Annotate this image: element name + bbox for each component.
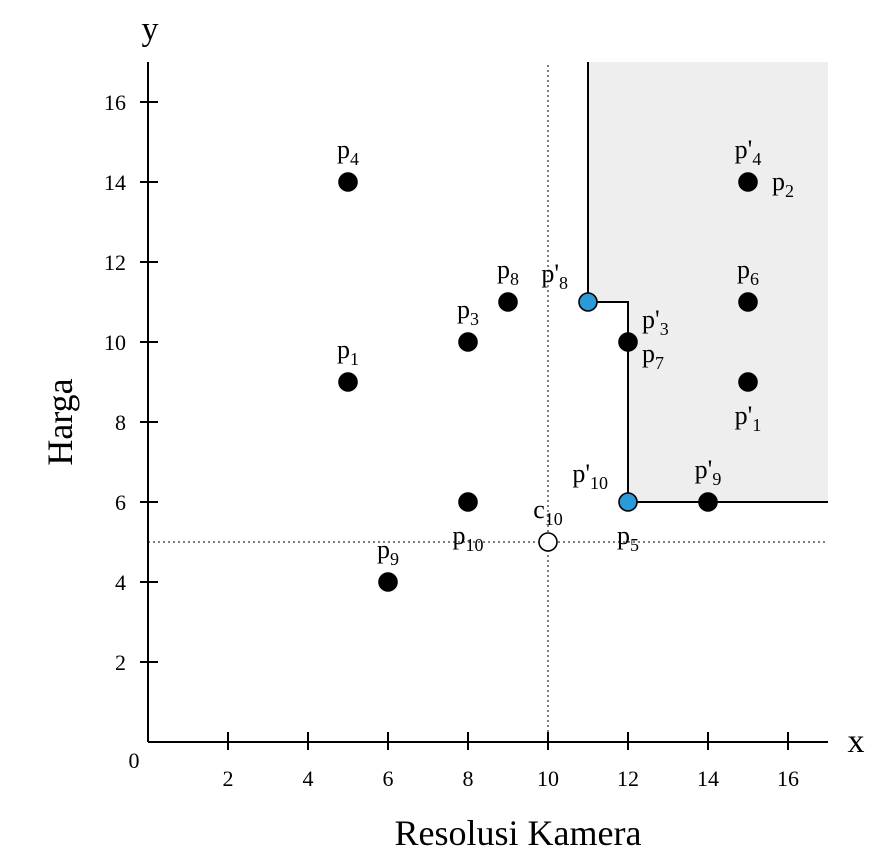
x-tick-label: 2: [223, 766, 234, 791]
point-label: p9: [377, 535, 399, 569]
point-label: p'3: [642, 305, 669, 339]
dominance-fill: [588, 62, 828, 502]
x-tick-label: 6: [383, 766, 394, 791]
data-point-1: [338, 172, 358, 192]
data-point-7: [538, 532, 558, 552]
x-tick-label: 12: [617, 766, 639, 791]
data-point-10: [618, 492, 638, 512]
y-tick-label: 4: [115, 570, 126, 595]
ticks: 2 4 6 8 10 12 14 16 2 4 6 8 10 12 14 16: [104, 90, 799, 791]
axes: [147, 62, 828, 743]
point-label: p8: [497, 255, 519, 289]
x-axis-title: Resolusi Kamera: [395, 813, 642, 853]
x-tick-label: 8: [463, 766, 474, 791]
dominance-boundary: [587, 62, 828, 503]
point-label: p'4: [735, 135, 762, 169]
y-tick-label: 10: [104, 330, 126, 355]
data-point-4: [498, 292, 518, 312]
data-point-14: [738, 372, 758, 392]
data-point-13: [738, 292, 758, 312]
data-point-3: [458, 332, 478, 352]
point-labels: p4 p1 p3 p8 p10 p9 c10 p'8 p'3p7 p'10 p5 p'9 p'4 p2 p6…: [337, 135, 794, 569]
reference-lines: [148, 62, 828, 742]
y-tick-label: 6: [115, 490, 126, 515]
point-label: p1: [337, 335, 359, 369]
point-label: p'8: [541, 259, 568, 293]
data-point-6: [378, 572, 398, 592]
data-point-9: [618, 332, 638, 352]
x-tick-label: 10: [537, 766, 559, 791]
dominance-region: [587, 62, 828, 503]
point-label: p3: [457, 295, 479, 329]
y-axis-letter: y: [142, 11, 159, 48]
origin-label: 0: [129, 748, 140, 773]
point-label: p'1: [735, 401, 762, 435]
x-axis-letter: x: [848, 723, 865, 760]
point-label: p5: [617, 521, 639, 555]
y-tick-label: 2: [115, 650, 126, 675]
x-tick-label: 4: [303, 766, 314, 791]
point-label: p2: [772, 167, 794, 201]
x-tick-label: 14: [697, 766, 719, 791]
data-point-2: [338, 372, 358, 392]
points: [338, 172, 758, 592]
point-label: p10: [453, 521, 484, 555]
y-tick-label: 14: [104, 170, 126, 195]
y-tick-label: 8: [115, 410, 126, 435]
point-label: p6: [737, 255, 759, 289]
point-label: c10: [533, 495, 563, 529]
point-label: p'9: [695, 455, 722, 489]
y-tick-label: 16: [104, 90, 126, 115]
point-label: p4: [337, 135, 359, 169]
x-tick-label: 16: [777, 766, 799, 791]
point-label: p7: [642, 339, 664, 373]
y-axis-title: Harga: [40, 378, 80, 465]
point-label: p'10: [572, 459, 608, 493]
y-tick-label: 12: [104, 250, 126, 275]
data-point-11: [698, 492, 718, 512]
data-point-12: [738, 172, 758, 192]
data-point-5: [458, 492, 478, 512]
data-point-8: [578, 292, 598, 312]
